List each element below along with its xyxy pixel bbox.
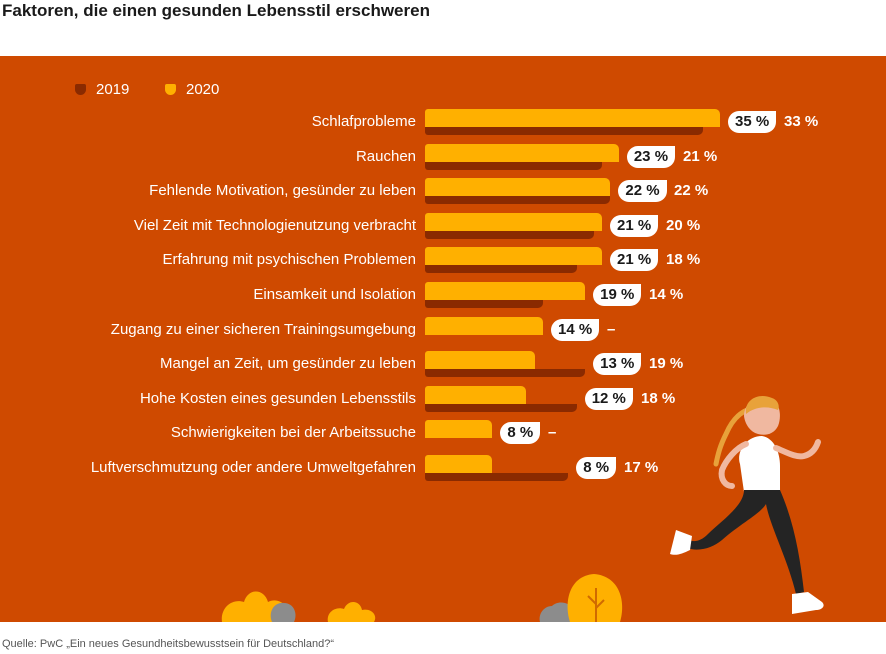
chart-title: Faktoren, die einen gesunden Lebensstil …	[2, 1, 430, 20]
category-label: Mangel an Zeit, um gesünder zu leben	[160, 355, 416, 373]
data-label-2019: 18 %	[666, 251, 701, 269]
bar-2019	[425, 161, 602, 170]
bar-2019	[425, 403, 577, 412]
data-label-2020: 14 %	[551, 318, 600, 341]
bar-2020	[425, 420, 493, 439]
bar-2019	[425, 300, 543, 308]
bar-2019	[425, 369, 586, 378]
legend-swatch-2019	[75, 83, 86, 95]
legend-item-2020: 2020	[165, 80, 219, 98]
bar-2019	[425, 265, 577, 274]
bar-2020	[425, 143, 619, 162]
legend-item-2019: 2019	[75, 80, 129, 98]
data-label-2020: 8 %	[576, 457, 617, 479]
legend-swatch-2020	[165, 83, 176, 95]
data-label-2019: 14 %	[649, 286, 684, 303]
bar-2020	[425, 455, 493, 473]
data-label-2020: 13 %	[593, 353, 642, 376]
bar-2020	[425, 212, 602, 231]
data-label-2020: 21 %	[610, 214, 659, 237]
bar-2019	[425, 473, 569, 481]
tree-trunk-icon	[587, 588, 605, 622]
decoration	[221, 395, 824, 622]
data-label-2019: 18 %	[641, 389, 676, 407]
data-label-2019: –	[607, 320, 616, 338]
data-label-2019: 17 %	[624, 459, 659, 476]
data-label-2019: 22 %	[674, 182, 709, 200]
data-label-2020: 35 %	[728, 111, 777, 133]
data-label-2020: 23 %	[626, 145, 676, 168]
data-label-2020: 12 %	[584, 387, 633, 410]
bar-2020	[425, 282, 586, 300]
category-label: Fehlende Motivation, gesünder zu leben	[149, 182, 416, 200]
data-label-2020: 22 %	[618, 180, 667, 203]
data-label-2019: –	[548, 424, 557, 442]
category-label: Erfahrung mit psychischen Problemen	[162, 251, 416, 269]
bar-2020	[425, 247, 602, 266]
bar-2019	[425, 127, 704, 135]
bar-2020	[425, 178, 611, 197]
source-note: Quelle: PwC „Ein neues Gesundheitsbewuss…	[2, 638, 335, 650]
category-label: Schlafprobleme	[311, 113, 416, 130]
data-label-2020: 8 %	[500, 422, 541, 445]
data-label-2020: 21 %	[610, 249, 659, 272]
bar-2019	[425, 230, 594, 239]
bar-2020	[425, 351, 535, 370]
category-label: Hohe Kosten eines gesunden Lebensstils	[139, 389, 416, 407]
bar-2020	[425, 385, 527, 404]
legend-label-2020: 2020	[186, 80, 220, 98]
data-label-2019: 20 %	[666, 216, 701, 234]
category-label: Zugang zu einer sicheren Trainingsumgebu…	[110, 320, 416, 338]
category-label: Luftverschmutzung oder andere Umweltgefa…	[90, 459, 416, 476]
category-label: Rauchen	[355, 147, 416, 165]
category-label: Schwierigkeiten bei der Arbeitssuche	[170, 424, 416, 442]
bar-2019	[425, 196, 611, 205]
category-label: Viel Zeit mit Technologienutzung verbrac…	[133, 216, 416, 234]
rock-icon	[270, 602, 296, 622]
data-label-2019: 21 %	[683, 147, 718, 165]
data-label-2019: 33 %	[784, 113, 819, 130]
bar-2020	[425, 316, 543, 335]
tree-icon	[567, 574, 623, 622]
bar-2020	[425, 109, 720, 127]
chart-panel: 2019 2020 Schlafprobleme 35 % 33 % Rauchen 2…	[0, 56, 886, 622]
data-label-2019: 19 %	[649, 355, 684, 373]
bush-icon	[327, 601, 376, 622]
data-label-2020: 19 %	[593, 284, 642, 306]
legend-label-2019: 2019	[96, 80, 130, 98]
category-label: Einsamkeit und Isolation	[253, 286, 416, 303]
runner-icon	[670, 395, 824, 614]
